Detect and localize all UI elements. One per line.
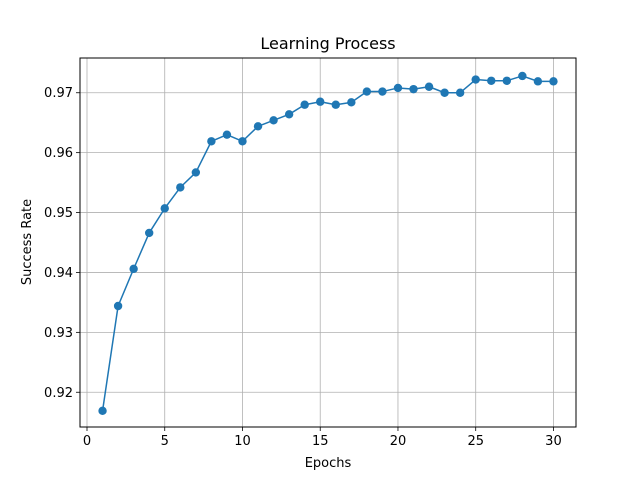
data-point bbox=[393, 83, 403, 93]
data-point bbox=[362, 87, 372, 96]
data-point bbox=[207, 137, 216, 146]
y-tick-label: 0.94 bbox=[44, 266, 73, 281]
x-tick-label: 25 bbox=[467, 434, 484, 449]
x-tick-label: 20 bbox=[390, 434, 407, 449]
x-tick-label: 5 bbox=[161, 434, 169, 449]
data-point bbox=[455, 88, 465, 97]
grid-lines bbox=[80, 58, 576, 427]
data-point bbox=[284, 110, 294, 119]
data-point bbox=[144, 228, 154, 238]
data-point bbox=[300, 100, 309, 109]
data-point bbox=[331, 100, 340, 109]
y-tick-label: 0.96 bbox=[44, 146, 73, 161]
data-point bbox=[98, 406, 107, 416]
chart-title: Learning Process bbox=[260, 34, 395, 53]
data-point bbox=[160, 204, 169, 213]
data-point bbox=[518, 71, 527, 81]
data-point bbox=[502, 76, 512, 85]
data-point bbox=[222, 130, 232, 139]
data-point bbox=[253, 122, 263, 131]
x-axis-label: Epochs bbox=[305, 456, 352, 471]
data-point bbox=[549, 77, 558, 86]
y-axis-label: Success Rate bbox=[20, 199, 35, 285]
data-point bbox=[176, 183, 185, 192]
data-point bbox=[316, 97, 325, 106]
x-tick-label: 0 bbox=[83, 434, 91, 449]
tick-layer: 0 5 10 15 20 25 30 0.92 0.93 0.94 0.95 0.96 0.97 bbox=[44, 86, 562, 449]
x-tick-label: 15 bbox=[312, 434, 329, 449]
data-point bbox=[533, 77, 543, 86]
data-point bbox=[347, 98, 356, 107]
data-point bbox=[409, 84, 418, 94]
data-point bbox=[424, 82, 434, 91]
y-tick-label: 0.97 bbox=[44, 86, 73, 101]
data-point bbox=[471, 75, 480, 84]
data-point bbox=[238, 137, 247, 146]
y-tick-label: 0.95 bbox=[44, 206, 73, 221]
data-point bbox=[113, 301, 123, 311]
x-tick-label: 10 bbox=[234, 434, 251, 449]
data-point bbox=[487, 76, 496, 85]
data-point bbox=[191, 168, 201, 177]
x-tick-label: 30 bbox=[545, 434, 562, 449]
data-point bbox=[378, 87, 387, 96]
plot-frame bbox=[79, 57, 577, 428]
data-point bbox=[440, 88, 449, 97]
data-point bbox=[269, 116, 278, 125]
data-point bbox=[129, 264, 138, 274]
y-tick-label: 0.93 bbox=[44, 326, 73, 341]
series-layer bbox=[98, 71, 558, 416]
y-tick-label: 0.92 bbox=[44, 386, 73, 401]
